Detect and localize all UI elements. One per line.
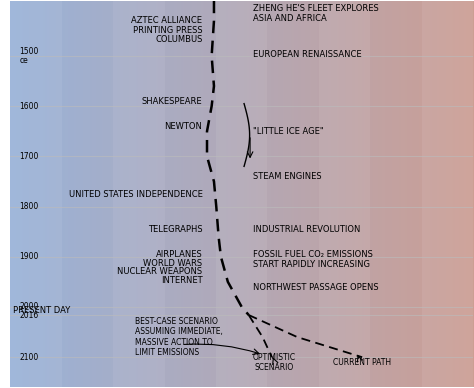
Bar (164, 1, 216, 387)
Bar (422, 1, 474, 387)
Text: UNITED STATES INDEPENDENCE: UNITED STATES INDEPENDENCE (69, 190, 202, 199)
Text: STEAM ENGINES: STEAM ENGINES (253, 172, 322, 181)
Text: CURRENT PATH: CURRENT PATH (333, 358, 391, 367)
Text: BEST-CASE SCENARIO
ASSUMING IMMEDIATE,
MASSIVE ACTION TO
LIMIT EMISSIONS: BEST-CASE SCENARIO ASSUMING IMMEDIATE, M… (135, 317, 223, 357)
Text: PRESENT DAY: PRESENT DAY (13, 307, 71, 315)
Text: SHAKESPEARE: SHAKESPEARE (142, 97, 202, 106)
Bar (216, 1, 267, 387)
Text: PRINTING PRESS: PRINTING PRESS (133, 26, 202, 35)
Text: 1900: 1900 (19, 252, 39, 261)
Text: 2016: 2016 (19, 310, 39, 319)
Bar (319, 1, 370, 387)
Text: NORTHWEST PASSAGE OPENS: NORTHWEST PASSAGE OPENS (253, 283, 379, 293)
Text: OPTIMISTIC
SCENARIO: OPTIMISTIC SCENARIO (253, 353, 296, 372)
Text: "LITTLE ICE AGE": "LITTLE ICE AGE" (253, 127, 324, 136)
Text: 1600: 1600 (19, 102, 39, 111)
Text: NEWTON: NEWTON (164, 122, 202, 131)
Text: NUCLEAR WEAPONS: NUCLEAR WEAPONS (117, 267, 202, 276)
Text: AIRPLANES: AIRPLANES (155, 250, 202, 259)
Text: 1700: 1700 (19, 152, 39, 161)
Text: 1500
ce: 1500 ce (19, 47, 39, 65)
Text: 2100: 2100 (19, 353, 39, 362)
Bar (267, 1, 319, 387)
Bar (370, 1, 422, 387)
Text: ZHENG HE'S FLEET EXPLORES
ASIA AND AFRICA: ZHENG HE'S FLEET EXPLORES ASIA AND AFRIC… (253, 3, 379, 23)
Text: INTERNET: INTERNET (161, 276, 202, 285)
Bar (113, 1, 164, 387)
Text: 1800: 1800 (19, 202, 39, 211)
Text: INDUSTRIAL REVOLUTION: INDUSTRIAL REVOLUTION (253, 225, 361, 234)
Bar (10, 1, 62, 387)
Text: EUROPEAN RENAISSANCE: EUROPEAN RENAISSANCE (253, 50, 362, 59)
Bar (62, 1, 113, 387)
Text: COLUMBUS: COLUMBUS (155, 35, 202, 44)
Text: TELEGRAPHS: TELEGRAPHS (148, 225, 202, 234)
Text: WORLD WARS: WORLD WARS (143, 259, 202, 268)
Text: 2000: 2000 (19, 303, 39, 312)
Text: FOSSIL FUEL CO₂ EMISSIONS
START RAPIDLY INCREASING: FOSSIL FUEL CO₂ EMISSIONS START RAPIDLY … (253, 249, 373, 269)
Text: AZTEC ALLIANCE: AZTEC ALLIANCE (131, 16, 202, 25)
